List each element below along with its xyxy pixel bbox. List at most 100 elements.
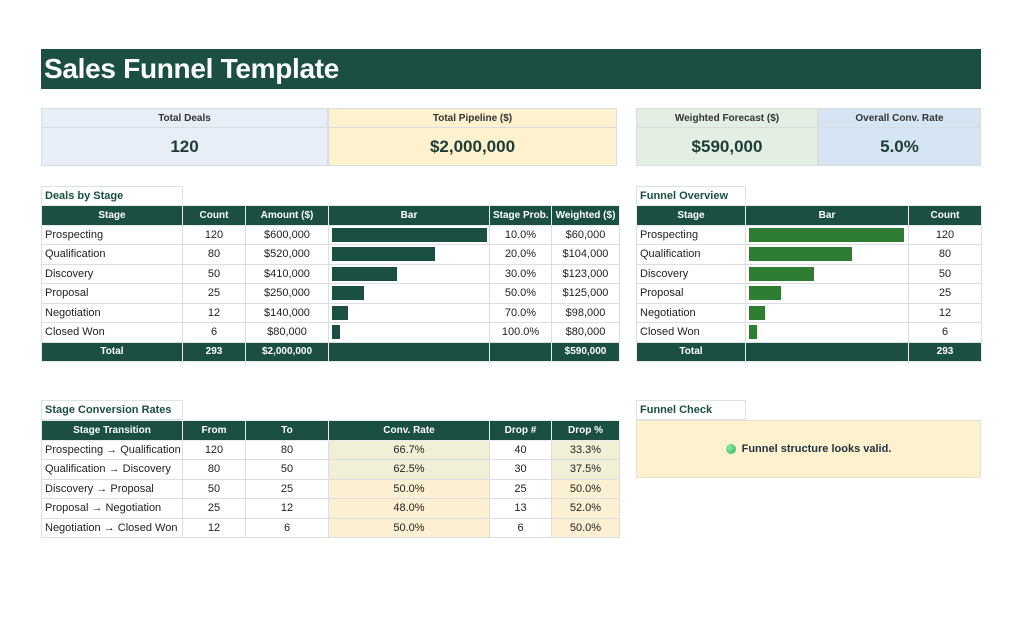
count-cell: 25 xyxy=(908,283,982,304)
table-row: Discovery 50 xyxy=(636,263,982,284)
total-cell: $2,000,000 xyxy=(245,341,329,362)
bar xyxy=(749,305,765,320)
bar-cell xyxy=(328,263,490,284)
bar xyxy=(332,286,365,301)
amount-cell: $600,000 xyxy=(245,224,329,245)
kpi-weighted-forecast: Weighted Forecast ($) $590,000 xyxy=(636,108,818,166)
amount-cell: $410,000 xyxy=(245,263,329,284)
count-cell: 50 xyxy=(182,263,246,284)
bar-cell xyxy=(328,244,490,265)
conversion-table: Stage Transition From To Conv. Rate Drop # Dr… xyxy=(41,420,620,538)
stage-cell: Discovery xyxy=(41,263,183,284)
drop-pct-cell: 50.0% xyxy=(551,478,620,499)
kpi-overall-conv-rate: Overall Conv. Rate 5.0% xyxy=(818,108,981,166)
drop-count-cell: 40 xyxy=(489,439,552,460)
column-header: Stage Prob. xyxy=(489,205,552,226)
bar-cell xyxy=(745,224,909,245)
page-title: Sales Funnel Template xyxy=(41,49,981,89)
column-header: Count xyxy=(182,205,246,226)
weighted-cell: $80,000 xyxy=(551,322,620,343)
column-header: Drop % xyxy=(551,420,620,441)
from-cell: 80 xyxy=(182,459,246,480)
stage-cell: Closed Won xyxy=(636,322,746,343)
kpi-total-pipeline: Total Pipeline ($) $2,000,000 xyxy=(328,108,617,166)
table-row: Qualification → Discovery 80 50 62.5% 30 37.5… xyxy=(41,459,620,480)
funnel-overview-label: Funnel Overview xyxy=(636,186,746,206)
total-cell xyxy=(489,341,552,362)
bar xyxy=(749,247,853,262)
bar xyxy=(332,266,397,281)
bar-cell xyxy=(745,263,909,284)
column-header: Count xyxy=(908,205,982,226)
bar-cell xyxy=(745,244,909,265)
stage-cell: Qualification xyxy=(41,244,183,265)
column-header: From xyxy=(182,420,246,441)
drop-count-cell: 6 xyxy=(489,517,552,538)
count-cell: 12 xyxy=(908,302,982,323)
bar xyxy=(749,227,904,242)
drop-count-cell: 25 xyxy=(489,478,552,499)
bar-cell xyxy=(745,322,909,343)
bar-cell xyxy=(328,283,490,304)
transition-cell: Prospecting → Qualification xyxy=(41,439,183,460)
column-header: Stage xyxy=(41,205,183,226)
to-cell: 50 xyxy=(245,459,329,480)
kpi-label: Total Pipeline ($) xyxy=(329,109,616,128)
drop-count-cell: 13 xyxy=(489,498,552,519)
table-row: Negotiation → Closed Won 12 6 50.0% 6 50.0% xyxy=(41,517,620,538)
column-header: Stage xyxy=(636,205,746,226)
stage-cell: Qualification xyxy=(636,244,746,265)
bar xyxy=(332,305,348,320)
header-row: Stage Bar Count xyxy=(636,205,982,226)
prob-cell: 50.0% xyxy=(489,283,552,304)
weighted-cell: $60,000 xyxy=(551,224,620,245)
total-cell: Total xyxy=(41,341,183,362)
prob-cell: 70.0% xyxy=(489,302,552,323)
kpi-value: 120 xyxy=(170,137,199,156)
conv-rate-cell: 50.0% xyxy=(328,478,490,499)
count-cell: 12 xyxy=(182,302,246,323)
to-cell: 25 xyxy=(245,478,329,499)
drop-pct-cell: 52.0% xyxy=(551,498,620,519)
table-row: Proposal → Negotiation 25 12 48.0% 13 52.0% xyxy=(41,498,620,519)
kpi-label: Weighted Forecast ($) xyxy=(637,109,817,128)
table-row: Closed Won 6 $80,000 100.0% $80,000 xyxy=(41,322,620,343)
bar xyxy=(332,325,340,340)
total-cell: Total xyxy=(636,341,746,362)
drop-pct-cell: 50.0% xyxy=(551,517,620,538)
bar-cell xyxy=(328,302,490,323)
prob-cell: 20.0% xyxy=(489,244,552,265)
prob-cell: 10.0% xyxy=(489,224,552,245)
stage-cell: Negotiation xyxy=(636,302,746,323)
conv-rate-cell: 62.5% xyxy=(328,459,490,480)
bar xyxy=(332,247,436,262)
total-cell: $590,000 xyxy=(551,341,620,362)
column-header: Bar xyxy=(745,205,909,226)
table-row: Negotiation 12 xyxy=(636,302,982,323)
transition-cell: Proposal → Negotiation xyxy=(41,498,183,519)
kpi-value: $2,000,000 xyxy=(429,137,516,156)
weighted-cell: $104,000 xyxy=(551,244,620,265)
transition-cell: Negotiation → Closed Won xyxy=(41,517,183,538)
stage-cell: Negotiation xyxy=(41,302,183,323)
count-cell: 6 xyxy=(182,322,246,343)
total-cell xyxy=(745,341,909,362)
conversion-label: Stage Conversion Rates xyxy=(41,400,183,420)
column-header: Stage Transition xyxy=(41,420,183,441)
table-row: Discovery → Proposal 50 25 50.0% 25 50.0% xyxy=(41,478,620,499)
prob-cell: 30.0% xyxy=(489,263,552,284)
count-cell: 6 xyxy=(908,322,982,343)
kpi-value: $590,000 xyxy=(691,137,763,156)
drop-count-cell: 30 xyxy=(489,459,552,480)
amount-cell: $140,000 xyxy=(245,302,329,323)
bar xyxy=(332,227,487,242)
count-cell: 80 xyxy=(182,244,246,265)
table-row: Qualification 80 xyxy=(636,244,982,265)
amount-cell: $520,000 xyxy=(245,244,329,265)
table-row: Negotiation 12 $140,000 70.0% $98,000 xyxy=(41,302,620,323)
conv-rate-cell: 66.7% xyxy=(328,439,490,460)
total-row: Total 293 xyxy=(636,341,982,362)
transition-cell: Discovery → Proposal xyxy=(41,478,183,499)
weighted-cell: $125,000 xyxy=(551,283,620,304)
header-row: Stage Count Amount ($) Bar Stage Prob. Weight… xyxy=(41,205,620,226)
